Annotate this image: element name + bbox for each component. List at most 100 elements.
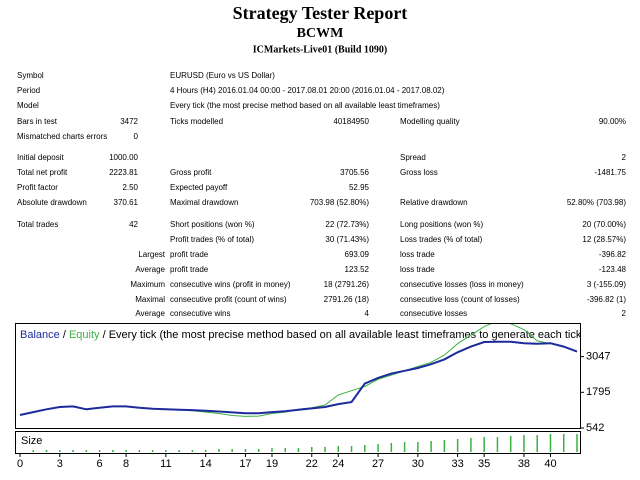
stat-label-2: profit trade [170, 265, 209, 274]
info-text: Every tick (the most precise method base… [170, 101, 440, 110]
stat-value-3: -396.82 (1) [587, 295, 626, 304]
y-tick-label: 542 [586, 422, 604, 434]
stat-value-2: 3705.56 [340, 168, 369, 177]
stat-value-2: 4 [365, 309, 370, 318]
report-subtitle: BCWM [297, 26, 344, 41]
size-bar [32, 450, 35, 452]
x-tick-label: 3 [57, 458, 63, 470]
stat-label-3: Modelling quality [400, 117, 460, 126]
size-bar [456, 439, 459, 452]
size-bar [98, 450, 101, 452]
y-tick-label: 3047 [586, 351, 610, 363]
size-bar [191, 450, 194, 452]
size-bar [257, 449, 260, 452]
stat-value-2: 693.09 [345, 250, 370, 259]
stat-prefix: Maximal [135, 295, 165, 304]
stat-value-3: 90.00% [599, 117, 626, 126]
size-bar [536, 435, 538, 452]
stat-label-3: Gross loss [400, 168, 438, 177]
stat-label-1: Profit factor [17, 183, 58, 192]
size-bar [350, 446, 353, 452]
size-bar [549, 434, 552, 452]
stat-prefix: Maximum [130, 280, 165, 289]
plot-area [19, 324, 578, 417]
x-tick-label: 24 [332, 458, 344, 470]
legend-separator: / [103, 329, 107, 341]
report-server: ICMarkets-Live01 (Build 1090) [253, 44, 387, 55]
size-bar [284, 448, 286, 452]
size-bar [403, 442, 406, 452]
size-bar [151, 450, 154, 452]
stat-value-3: 20 (70.00%) [582, 220, 626, 229]
x-tick-label: 6 [97, 458, 103, 470]
stat-value-1: 42 [129, 220, 138, 229]
size-bar [112, 450, 114, 452]
size-bar [45, 450, 48, 452]
stat-value-3: 52.80% (703.98) [567, 198, 626, 207]
stat-value-3: -123.48 [599, 265, 627, 274]
chart-header: Balance / Equity / Every tick (the most … [20, 329, 632, 341]
size-bar [178, 450, 180, 452]
stat-value-2: 703.98 (52.80%) [310, 198, 369, 207]
stat-value-2: 40184950 [333, 117, 369, 126]
x-tick-label: 14 [200, 458, 212, 470]
info-text: 4 Hours (H4) 2016.01.04 00:00 - 2017.08.… [170, 86, 445, 95]
stat-value-2: 2791.26 (18) [324, 295, 370, 304]
x-tick-label: 11 [160, 458, 171, 470]
size-bar [311, 447, 313, 452]
info-text: EURUSD (Euro vs US Dollar) [170, 71, 275, 80]
stat-label-3: loss trade [400, 250, 435, 259]
size-bar [271, 448, 273, 452]
stat-value-1: 370.61 [114, 198, 139, 207]
x-tick-label: 30 [412, 458, 424, 470]
stat-value-2: 18 (2791.26) [324, 280, 370, 289]
stat-label-2: Ticks modelled [170, 117, 223, 126]
stat-value-1: 1000.00 [109, 153, 138, 162]
stat-label-2: Gross profit [170, 168, 212, 177]
stat-label-3: consecutive loss (count of losses) [400, 295, 520, 304]
size-bar [72, 450, 74, 452]
stat-value-2: 52.95 [349, 183, 370, 192]
stat-label-1: Initial deposit [17, 153, 64, 162]
size-bar [244, 449, 247, 452]
size-label: Size [21, 435, 42, 447]
size-bar [496, 437, 499, 452]
x-tick-label: 35 [478, 458, 490, 470]
stat-value-2: 30 (71.43%) [325, 235, 369, 244]
chart-description: Every tick (the most precise method base… [109, 329, 632, 341]
size-bar [165, 450, 167, 452]
size-bar [204, 450, 207, 452]
size-bar [509, 436, 512, 452]
stat-label-3: Spread [400, 153, 426, 162]
stat-label-2: consecutive wins (profit in money) [170, 280, 291, 289]
report-title: Strategy Tester Report [233, 3, 408, 23]
stat-label-2: Maximal drawdown [170, 198, 238, 207]
size-bar [59, 450, 61, 452]
legend-equity: Equity [69, 329, 100, 341]
stat-value-3: -1481.75 [594, 168, 626, 177]
legend-balance: Balance [20, 329, 60, 341]
stat-label-2: Profit trades (% of total) [170, 235, 254, 244]
size-bar [430, 441, 432, 452]
x-tick-label: 8 [123, 458, 129, 470]
stat-value-3: -396.82 [599, 250, 627, 259]
size-bar [138, 450, 141, 452]
x-tick-label: 40 [544, 458, 556, 470]
stat-value-3: 2 [622, 153, 627, 162]
stat-label-1: Total net profit [17, 168, 68, 177]
stat-label-3: consecutive losses [400, 309, 467, 318]
stat-label-3: Relative drawdown [400, 198, 468, 207]
size-bar [390, 443, 393, 452]
stat-value-1: 2.50 [122, 183, 138, 192]
y-tick-label: 1795 [586, 386, 610, 398]
stat-value-1: 0 [134, 132, 139, 141]
size-bar [377, 444, 379, 452]
stat-label-2: Short positions (won %) [170, 220, 255, 229]
stat-value-2: 123.52 [345, 265, 370, 274]
stat-label-2: Expected payoff [170, 183, 228, 192]
stat-value-3: 12 (28.57%) [582, 235, 626, 244]
size-frame [15, 431, 581, 454]
size-bar [562, 434, 565, 452]
stat-label-2: consecutive wins [170, 309, 230, 318]
